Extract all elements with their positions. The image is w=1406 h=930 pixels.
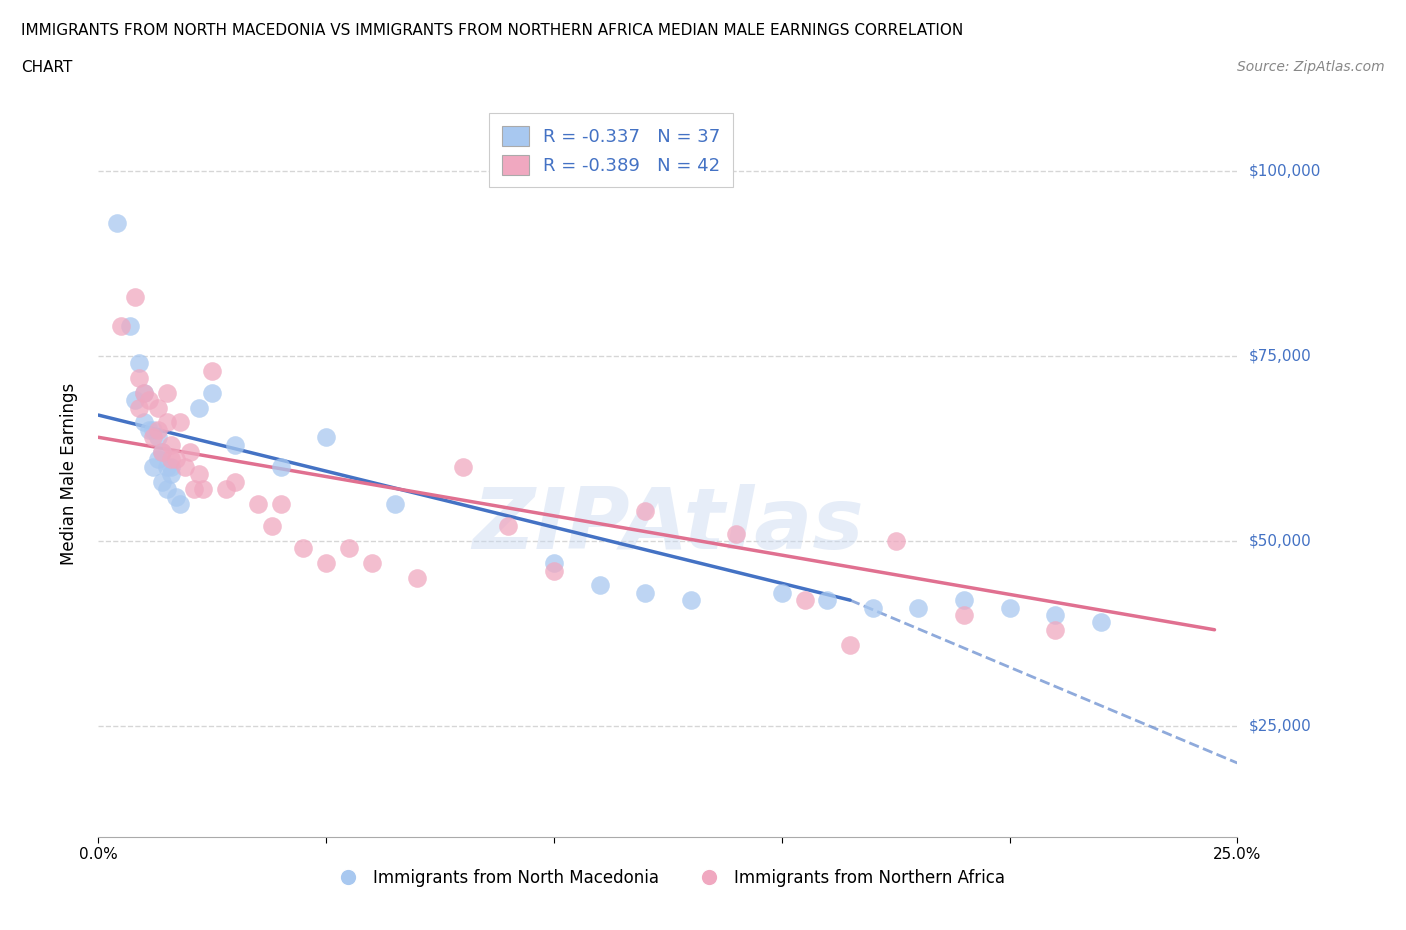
Point [146, 452, 169, 467]
Point [315, 556, 337, 571]
Point [634, 504, 657, 519]
Point [128, 356, 150, 371]
Point [451, 459, 474, 474]
Point [201, 385, 224, 400]
Point [815, 592, 838, 607]
Legend: Immigrants from North Macedonia, Immigrants from Northern Africa: Immigrants from North Macedonia, Immigra… [325, 863, 1011, 894]
Point [360, 556, 382, 571]
Point [193, 482, 215, 497]
Point [169, 415, 191, 430]
Point [246, 497, 269, 512]
Point [183, 482, 205, 497]
Point [270, 497, 292, 512]
Point [132, 415, 155, 430]
Point [138, 392, 160, 407]
Point [270, 459, 292, 474]
Point [142, 422, 165, 437]
Point [224, 474, 246, 489]
Point [543, 563, 565, 578]
Y-axis label: Median Male Earnings: Median Male Earnings [59, 383, 77, 565]
Point [150, 445, 173, 459]
Point [105, 215, 128, 230]
Point [1043, 607, 1066, 622]
Point [588, 578, 610, 592]
Text: $100,000: $100,000 [1249, 164, 1320, 179]
Point [132, 385, 155, 400]
Point [679, 592, 702, 607]
Point [156, 482, 179, 497]
Point [174, 459, 197, 474]
Point [498, 519, 520, 534]
Point [337, 541, 360, 556]
Point [1043, 622, 1066, 637]
Text: IMMIGRANTS FROM NORTH MACEDONIA VS IMMIGRANTS FROM NORTHERN AFRICA MEDIAN MALE E: IMMIGRANTS FROM NORTH MACEDONIA VS IMMIG… [21, 23, 963, 38]
Point [187, 467, 209, 482]
Point [110, 319, 132, 334]
Point [179, 445, 201, 459]
Text: $50,000: $50,000 [1249, 534, 1312, 549]
Point [215, 482, 238, 497]
Point [142, 430, 165, 445]
Point [146, 430, 169, 445]
Point [150, 445, 173, 459]
Point [128, 371, 150, 386]
Point [160, 437, 183, 452]
Point [953, 607, 976, 622]
Point [315, 430, 337, 445]
Point [146, 400, 169, 415]
Point [120, 319, 142, 334]
Point [160, 467, 183, 482]
Point [725, 526, 748, 541]
Point [169, 497, 191, 512]
Point [953, 592, 976, 607]
Text: Source: ZipAtlas.com: Source: ZipAtlas.com [1237, 60, 1385, 74]
Point [793, 592, 815, 607]
Point [907, 600, 929, 615]
Point [406, 570, 429, 585]
Point [770, 585, 793, 600]
Point [634, 585, 657, 600]
Point [292, 541, 315, 556]
Point [165, 489, 187, 504]
Point [156, 385, 179, 400]
Point [862, 600, 884, 615]
Point [224, 437, 246, 452]
Point [160, 459, 183, 474]
Text: CHART: CHART [21, 60, 73, 75]
Point [132, 385, 155, 400]
Point [1090, 615, 1112, 630]
Point [165, 452, 187, 467]
Point [884, 534, 907, 549]
Point [142, 459, 165, 474]
Point [839, 637, 862, 652]
Point [150, 474, 173, 489]
Point [128, 400, 150, 415]
Point [201, 364, 224, 379]
Point [543, 556, 565, 571]
Point [160, 452, 183, 467]
Text: $75,000: $75,000 [1249, 349, 1312, 364]
Point [156, 415, 179, 430]
Point [187, 400, 209, 415]
Point [124, 289, 146, 304]
Text: ZIPAtlas: ZIPAtlas [472, 484, 863, 566]
Text: $25,000: $25,000 [1249, 719, 1312, 734]
Point [146, 422, 169, 437]
Point [260, 519, 283, 534]
Point [384, 497, 406, 512]
Point [124, 392, 146, 407]
Point [156, 459, 179, 474]
Point [138, 422, 160, 437]
Point [998, 600, 1021, 615]
